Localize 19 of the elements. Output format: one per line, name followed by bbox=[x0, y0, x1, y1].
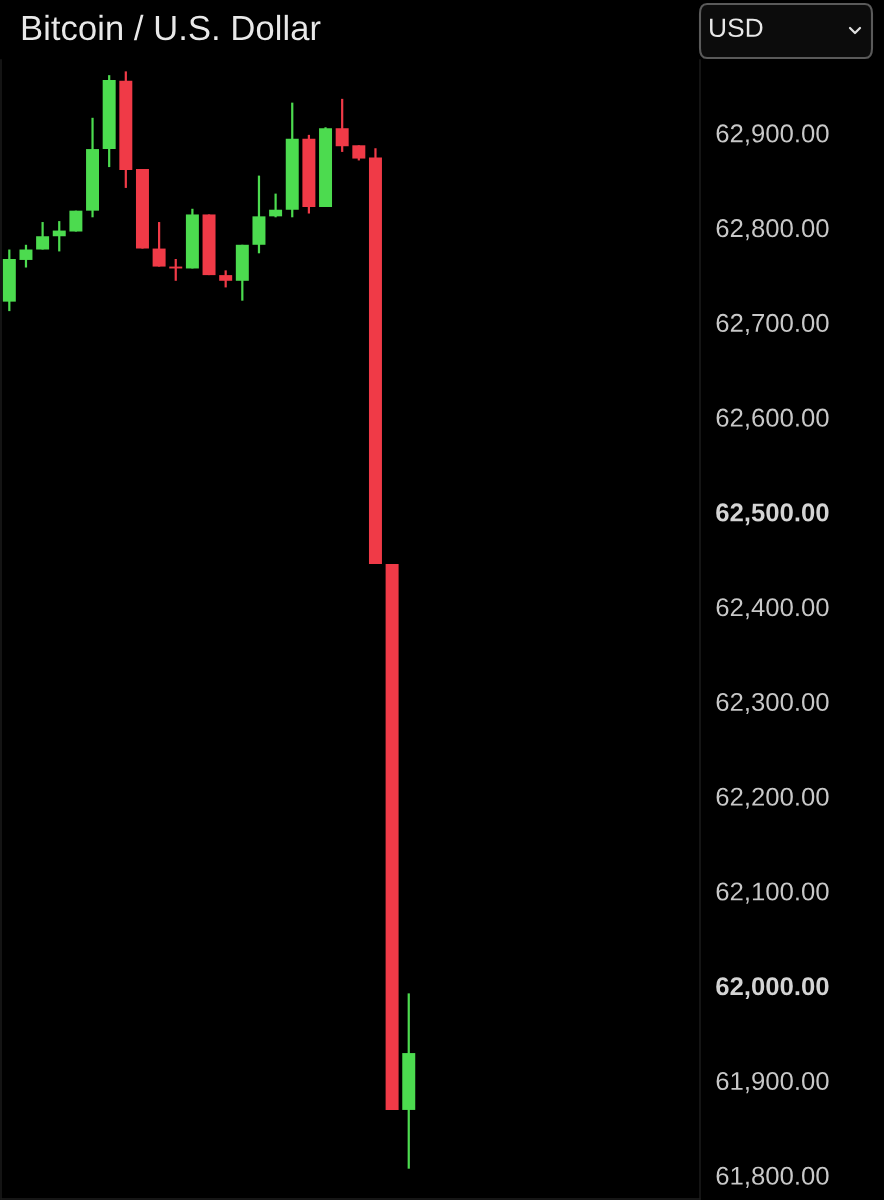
candlestick bbox=[36, 220, 50, 251]
y-tick-label: 62,700.00 bbox=[716, 313, 829, 336]
y-tick-label: 62,900.00 bbox=[716, 124, 829, 146]
candlestick bbox=[152, 220, 166, 268]
y-tick-label: 62,300.00 bbox=[716, 692, 829, 715]
candlestick bbox=[335, 97, 349, 154]
y-tick-label: 62,200.00 bbox=[716, 787, 829, 809]
y-tick-label: 62,500.00 bbox=[716, 503, 829, 526]
y-tick-label: 62,600.00 bbox=[716, 408, 829, 430]
y-tick-label: 62,400.00 bbox=[716, 598, 829, 620]
y-tick-label: 61,800.00 bbox=[716, 1166, 829, 1188]
candlestick bbox=[19, 243, 33, 269]
y-tick-label: 61,900.00 bbox=[716, 1071, 829, 1094]
y-tick-label: 62,000.00 bbox=[716, 977, 829, 1000]
candlestick bbox=[269, 192, 283, 219]
text: USD bbox=[710, 18, 763, 38]
y-tick-label: 62,800.00 bbox=[716, 219, 829, 241]
y-tick-label: 62,100.00 bbox=[716, 882, 829, 904]
chart-title: Bitcoin / U.S. Dollar bbox=[22, 14, 321, 41]
